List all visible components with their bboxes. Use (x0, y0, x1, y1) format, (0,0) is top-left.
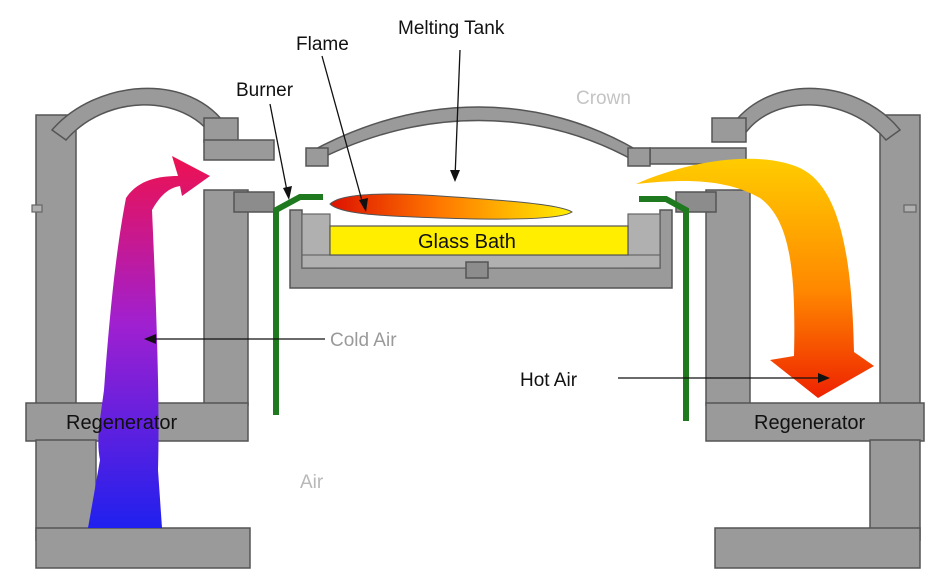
melting-tank-pointer (454, 49, 461, 179)
burner-label: Burner (236, 80, 294, 101)
flame (329, 193, 573, 220)
left-base-slab (35, 527, 251, 569)
right-inner-wall (705, 189, 751, 406)
glass-bath (329, 225, 629, 256)
hot-air-pointer-head (818, 373, 830, 383)
left-port-neck (203, 139, 275, 161)
glass-bath-label: Glass Bath (418, 231, 516, 253)
left-port-ledge (233, 191, 275, 213)
left-base-column (35, 439, 97, 541)
right-regenerator-label: Regenerator (754, 412, 866, 434)
left-arch-block (203, 117, 239, 143)
crown-left-foot (305, 147, 329, 167)
melting-tank-label: Melting Tank (398, 18, 505, 39)
right-base-slab (714, 527, 921, 569)
burner-pointer (269, 103, 289, 197)
melting-tank-pointer-head (450, 170, 460, 182)
left-burner-pipe (273, 194, 323, 415)
flame-pointer-head (359, 198, 368, 212)
flame-label: Flame (296, 34, 349, 55)
left-regenerator-label: Regenerator (66, 412, 178, 434)
crown-label: Crown (576, 88, 631, 109)
cold-air-pointer-head (144, 334, 156, 344)
cold-air-label: Cold Air (330, 330, 397, 351)
tank-drain (465, 261, 489, 279)
right-arch-block (711, 117, 747, 143)
right-burner-pipe (639, 196, 689, 421)
flame-pointer (321, 55, 365, 209)
left-outer-wall (35, 114, 77, 406)
burner-pointer-head (283, 186, 292, 200)
right-wall-port (903, 204, 917, 213)
cold-air-flow-arrow (88, 156, 210, 528)
right-base-column (869, 439, 921, 541)
hot-air-label: Hot Air (520, 370, 578, 391)
hot-air-flow-arrow (636, 158, 874, 398)
left-wall-port (31, 204, 43, 213)
left-arch (50, 87, 230, 142)
left-regenerator-structure (25, 87, 275, 569)
left-inner-wall (203, 189, 249, 406)
crown-right-foot (627, 147, 651, 167)
right-regenerator-structure (649, 87, 925, 569)
melting-furnace (289, 106, 673, 289)
right-regenerator-band (705, 402, 925, 442)
right-outer-wall (879, 114, 921, 406)
right-arch (728, 87, 902, 142)
crown (309, 106, 641, 166)
air-bottom-label: Air (300, 472, 324, 493)
